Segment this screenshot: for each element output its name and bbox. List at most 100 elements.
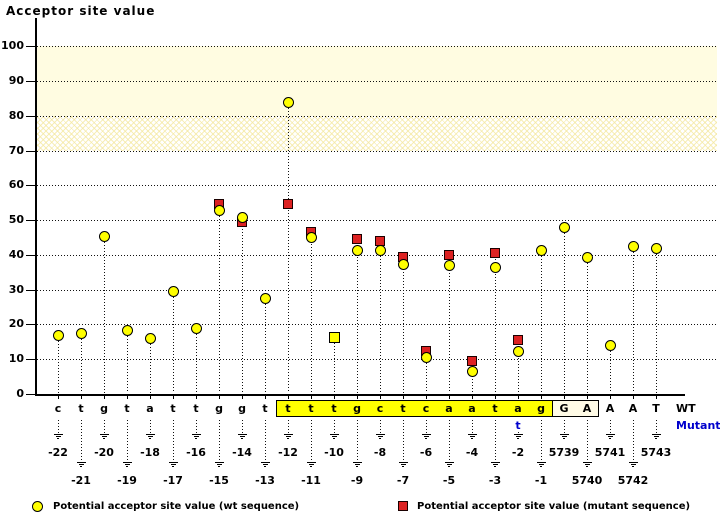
sequence-base: a	[514, 402, 522, 415]
x-tick	[334, 396, 335, 399]
mutant-base: t	[515, 419, 521, 432]
mutant-point	[444, 250, 454, 260]
pointer-arrow-icon	[217, 464, 222, 465]
pointer-arrow-icon	[632, 466, 634, 467]
pointer-arrow-icon	[563, 438, 565, 439]
position-label: -7	[396, 474, 410, 487]
pointer-arrow-icon	[195, 438, 197, 439]
pointer-stem	[150, 420, 151, 433]
y-tick-label: 90	[8, 74, 24, 87]
pointer-arrow-icon	[493, 464, 498, 465]
wt-point	[191, 323, 202, 334]
legend-mutant-square-icon	[398, 501, 408, 511]
pointer-arrow-icon	[149, 438, 151, 439]
sequence-base: t	[78, 402, 84, 415]
position-label: -2	[511, 446, 525, 459]
pointer-arrow-icon	[585, 464, 590, 465]
data-stem	[472, 361, 473, 393]
sequence-base: t	[262, 402, 268, 415]
wt-point	[582, 252, 593, 263]
sequence-base: t	[492, 402, 498, 415]
pointer-stem	[104, 420, 105, 433]
y-tick-80	[26, 116, 37, 117]
pointer-arrow-icon	[261, 462, 270, 463]
x-tick	[173, 396, 174, 399]
wt-point	[490, 262, 501, 273]
wt-point	[122, 325, 133, 336]
position-label: -10	[324, 446, 344, 459]
position-label: 5742	[617, 474, 649, 487]
pointer-arrow-icon	[241, 438, 243, 439]
wt-point	[53, 330, 64, 341]
wt-point	[398, 259, 409, 270]
gridline-60	[37, 185, 717, 186]
x-tick	[633, 396, 634, 399]
data-stem	[219, 204, 220, 393]
x-tick	[196, 396, 197, 399]
threshold-band-hatched	[37, 116, 717, 151]
pointer-arrow-icon	[332, 436, 337, 437]
pointer-arrow-icon	[353, 462, 362, 463]
pointer-stem	[426, 420, 427, 433]
pointer-arrow-icon	[470, 436, 475, 437]
data-stem	[127, 330, 128, 393]
pointer-arrow-icon	[424, 436, 429, 437]
data-stem	[242, 217, 243, 393]
sequence-base: A	[628, 402, 638, 415]
y-tick-label: 40	[8, 248, 24, 261]
data-stem	[58, 335, 59, 393]
y-tick-90	[26, 81, 37, 82]
sequence-base: t	[170, 402, 176, 415]
pointer-arrow-icon	[309, 464, 314, 465]
pointer-arrow-icon	[376, 434, 385, 435]
y-tick-50	[26, 220, 37, 221]
pointer-arrow-icon	[514, 434, 523, 435]
pointer-arrow-icon	[264, 466, 266, 467]
pointer-arrow-icon	[631, 464, 636, 465]
position-label: -14	[232, 446, 252, 459]
data-stem	[173, 291, 174, 393]
pointer-arrow-icon	[654, 436, 659, 437]
pointer-arrow-icon	[103, 438, 105, 439]
wt-point	[628, 241, 639, 252]
x-tick	[288, 396, 289, 399]
x-tick	[541, 396, 542, 399]
data-stem	[587, 257, 588, 393]
wt-point	[260, 293, 271, 304]
pointer-arrow-icon	[307, 462, 316, 463]
sequence-base: t	[285, 402, 291, 415]
x-tick	[150, 396, 151, 399]
pointer-stem	[173, 420, 174, 461]
pointer-arrow-icon	[238, 434, 247, 435]
y-tick-label: 70	[8, 144, 24, 157]
data-stem	[357, 239, 358, 393]
pointer-arrow-icon	[401, 464, 406, 465]
x-tick	[564, 396, 565, 399]
data-stem	[610, 345, 611, 393]
sequence-base: g	[238, 402, 246, 415]
pointer-arrow-icon	[80, 466, 82, 467]
wt-point	[513, 346, 524, 357]
pointer-stem	[380, 420, 381, 433]
pointer-stem	[403, 420, 404, 461]
y-tick-label: 10	[8, 352, 24, 365]
pointer-arrow-icon	[100, 434, 109, 435]
sequence-base: A	[582, 402, 592, 415]
pointer-arrow-icon	[539, 464, 544, 465]
sequence-base: c	[422, 402, 430, 415]
pointer-arrow-icon	[333, 438, 335, 439]
pointer-arrow-icon	[263, 464, 268, 465]
position-label: -6	[419, 446, 433, 459]
y-tick-100	[26, 46, 37, 47]
pointer-arrow-icon	[125, 464, 130, 465]
position-label: 5741	[594, 446, 626, 459]
position-label: -9	[350, 474, 364, 487]
pointer-stem	[242, 420, 243, 433]
pointer-stem	[472, 420, 473, 433]
pointer-arrow-icon	[560, 434, 569, 435]
pointer-arrow-icon	[355, 464, 360, 465]
mutant-point	[283, 199, 293, 209]
exon-boundary-box	[552, 400, 599, 417]
data-stem	[495, 253, 496, 393]
position-label: -11	[301, 474, 321, 487]
